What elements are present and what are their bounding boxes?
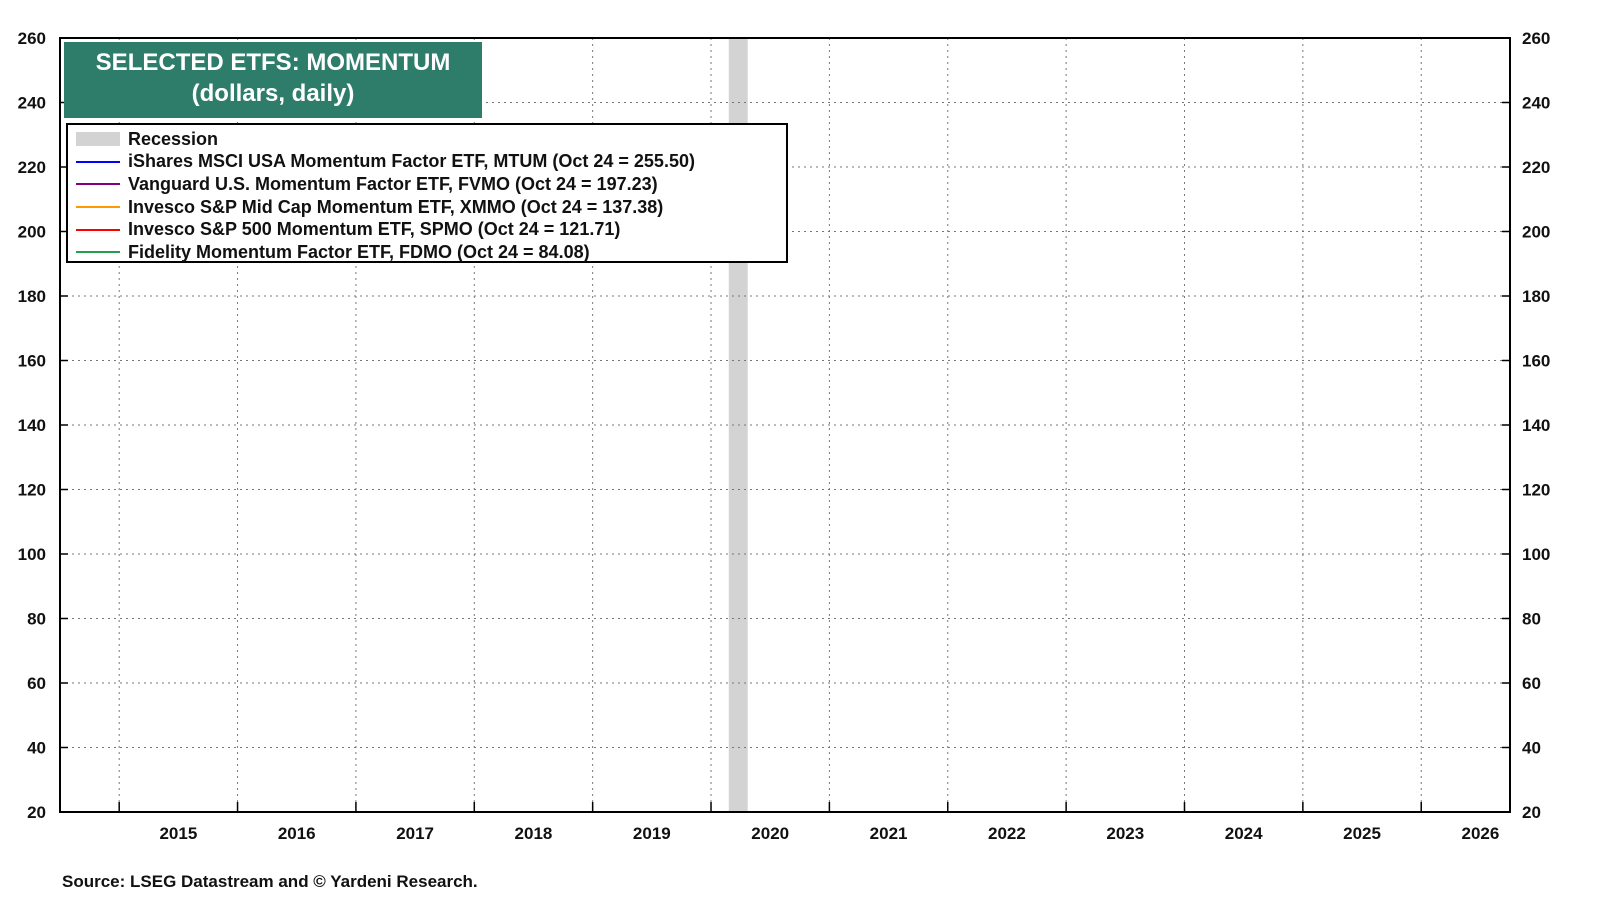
y-tick-label-right: 260 xyxy=(1522,29,1550,48)
x-tick-label: 2016 xyxy=(278,824,316,843)
legend-label-fvmo: Vanguard U.S. Momentum Factor ETF, FVMO … xyxy=(128,173,658,194)
y-tick-label-right: 20 xyxy=(1522,803,1541,822)
y-tick-label-right: 200 xyxy=(1522,223,1550,242)
fvmo-swatch xyxy=(76,183,120,186)
y-tick-label-left: 40 xyxy=(27,739,46,758)
y-tick-label-left: 220 xyxy=(18,158,46,177)
x-tick-label: 2023 xyxy=(1106,824,1144,843)
y-tick-label-left: 140 xyxy=(18,416,46,435)
legend-item-fdmo: Fidelity Momentum Factor ETF, FDMO (Oct … xyxy=(76,241,778,264)
legend-item-mtum: iShares MSCI USA Momentum Factor ETF, MT… xyxy=(76,151,778,174)
y-tick-label-left: 200 xyxy=(18,223,46,242)
legend-item-xmmo: Invesco S&P Mid Cap Momentum ETF, XMMO (… xyxy=(76,196,778,219)
x-tick-label: 2026 xyxy=(1461,824,1499,843)
x-tick-label: 2017 xyxy=(396,824,434,843)
spmo-swatch xyxy=(76,228,120,231)
legend-label-recession: Recession xyxy=(128,128,219,149)
x-tick-label: 2018 xyxy=(515,824,553,843)
legend-label-fdmo: Fidelity Momentum Factor ETF, FDMO (Oct … xyxy=(128,241,590,262)
x-tick-label: 2025 xyxy=(1343,824,1381,843)
xmmo-swatch xyxy=(76,206,120,209)
legend-label-xmmo: Invesco S&P Mid Cap Momentum ETF, XMMO (… xyxy=(128,196,664,217)
y-tick-label-right: 80 xyxy=(1522,610,1541,629)
y-tick-label-right: 240 xyxy=(1522,94,1550,113)
x-tick-label: 2024 xyxy=(1225,824,1263,843)
chart-subtitle: (dollars, daily) xyxy=(191,80,355,107)
y-tick-label-left: 60 xyxy=(27,674,46,693)
y-tick-label-left: 240 xyxy=(18,94,46,113)
legend-item-spmo: Invesco S&P 500 Momentum ETF, SPMO (Oct … xyxy=(76,218,778,241)
x-tick-label: 2019 xyxy=(633,824,671,843)
legend: Recession iShares MSCI USA Momentum Fact… xyxy=(66,123,788,263)
chart-title-box: SELECTED ETFS: MOMENTUM (dollars, daily) xyxy=(64,42,482,118)
chart-title: SELECTED ETFS: MOMENTUM xyxy=(95,49,451,76)
legend-label-mtum: iShares MSCI USA Momentum Factor ETF, MT… xyxy=(128,151,695,172)
y-tick-label-left: 260 xyxy=(18,29,46,48)
y-tick-label-right: 60 xyxy=(1522,674,1541,693)
recession-swatch xyxy=(76,132,120,147)
y-tick-label-right: 140 xyxy=(1522,416,1550,435)
y-tick-layer: 20 20 40 40 60 60 80 80 100 100 120 120 140 140 160 160… xyxy=(18,29,1551,822)
x-tick-label: 2021 xyxy=(870,824,908,843)
y-tick-label-right: 160 xyxy=(1522,352,1550,371)
x-tick-label: 2015 xyxy=(159,824,197,843)
y-tick-label-right: 120 xyxy=(1522,481,1550,500)
y-tick-label-right: 40 xyxy=(1522,739,1541,758)
y-tick-label-left: 160 xyxy=(18,352,46,371)
x-tick-label: 2022 xyxy=(988,824,1026,843)
legend-label-spmo: Invesco S&P 500 Momentum ETF, SPMO (Oct … xyxy=(128,219,621,240)
legend-item-recession: Recession xyxy=(76,128,778,151)
mtum-swatch xyxy=(76,160,120,163)
y-tick-label-left: 100 xyxy=(18,545,46,564)
y-tick-label-left: 120 xyxy=(18,481,46,500)
y-tick-label-right: 220 xyxy=(1522,158,1550,177)
y-tick-label-right: 100 xyxy=(1522,545,1550,564)
y-tick-label-left: 180 xyxy=(18,287,46,306)
y-tick-label-left: 20 xyxy=(27,803,46,822)
legend-item-fvmo: Vanguard U.S. Momentum Factor ETF, FVMO … xyxy=(76,173,778,196)
y-tick-label-right: 180 xyxy=(1522,287,1550,306)
source-note: Source: LSEG Datastream and © Yardeni Re… xyxy=(62,872,478,891)
y-tick-label-left: 80 xyxy=(27,610,46,629)
x-tick-label: 2020 xyxy=(751,824,789,843)
fdmo-swatch xyxy=(76,251,120,254)
x-tick-layer: 2015 2016 2017 2018 2019 2020 2021 2022 2023 2024… xyxy=(118,802,1499,843)
